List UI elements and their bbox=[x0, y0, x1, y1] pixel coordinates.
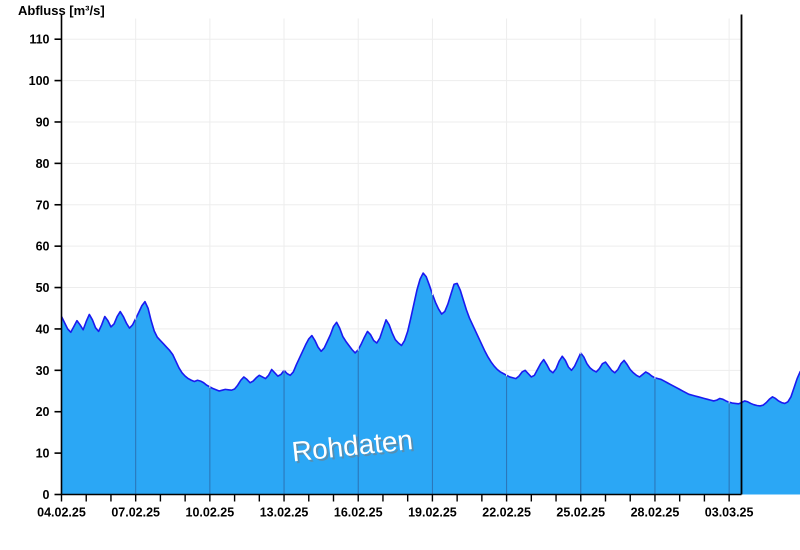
x-tick-label: 19.02.25 bbox=[408, 506, 457, 520]
y-tick-label: 40 bbox=[36, 322, 50, 336]
y-tick-label: 100 bbox=[29, 74, 50, 88]
y-tick-label: 80 bbox=[36, 157, 50, 171]
y-tick-label: 110 bbox=[29, 33, 49, 47]
discharge-area-series bbox=[60, 272, 800, 495]
x-tick-label: 03.03.25 bbox=[705, 506, 754, 520]
x-tick-label: 28.02.25 bbox=[631, 506, 680, 520]
x-tick-label: 07.02.25 bbox=[111, 506, 160, 520]
y-tick-label: 70 bbox=[36, 198, 50, 212]
y-axis-ticks: 0 10 20 30 40 50 60 70 80 90 100 110 bbox=[29, 33, 62, 502]
x-tick-label: 13.02.25 bbox=[260, 506, 309, 520]
y-tick-label: 0 bbox=[43, 488, 50, 502]
x-tick-label: 25.02.25 bbox=[556, 506, 605, 520]
vertical-gridlines bbox=[135, 18, 730, 495]
x-axis-ticks: 04.02.25 07.02.25 10.02.25 13.02.25 16.02.25… bbox=[37, 494, 754, 520]
y-tick-label: 30 bbox=[36, 364, 50, 378]
x-tick-label: 16.02.25 bbox=[334, 506, 383, 520]
y-tick-label: 20 bbox=[36, 405, 50, 419]
discharge-area-fill bbox=[61, 273, 800, 495]
chart-title: Abfluss [m³/s] bbox=[18, 3, 105, 18]
discharge-line bbox=[60, 272, 800, 407]
axes bbox=[60, 14, 743, 496]
y-tick-label: 50 bbox=[36, 281, 50, 295]
y-tick-label: 90 bbox=[36, 115, 50, 129]
y-tick-label: 10 bbox=[36, 447, 50, 461]
y-tick-label: 60 bbox=[36, 240, 50, 254]
x-tick-label: 10.02.25 bbox=[186, 506, 235, 520]
x-tick-label: 22.02.25 bbox=[482, 506, 531, 520]
x-tick-label: 04.02.25 bbox=[37, 506, 86, 520]
